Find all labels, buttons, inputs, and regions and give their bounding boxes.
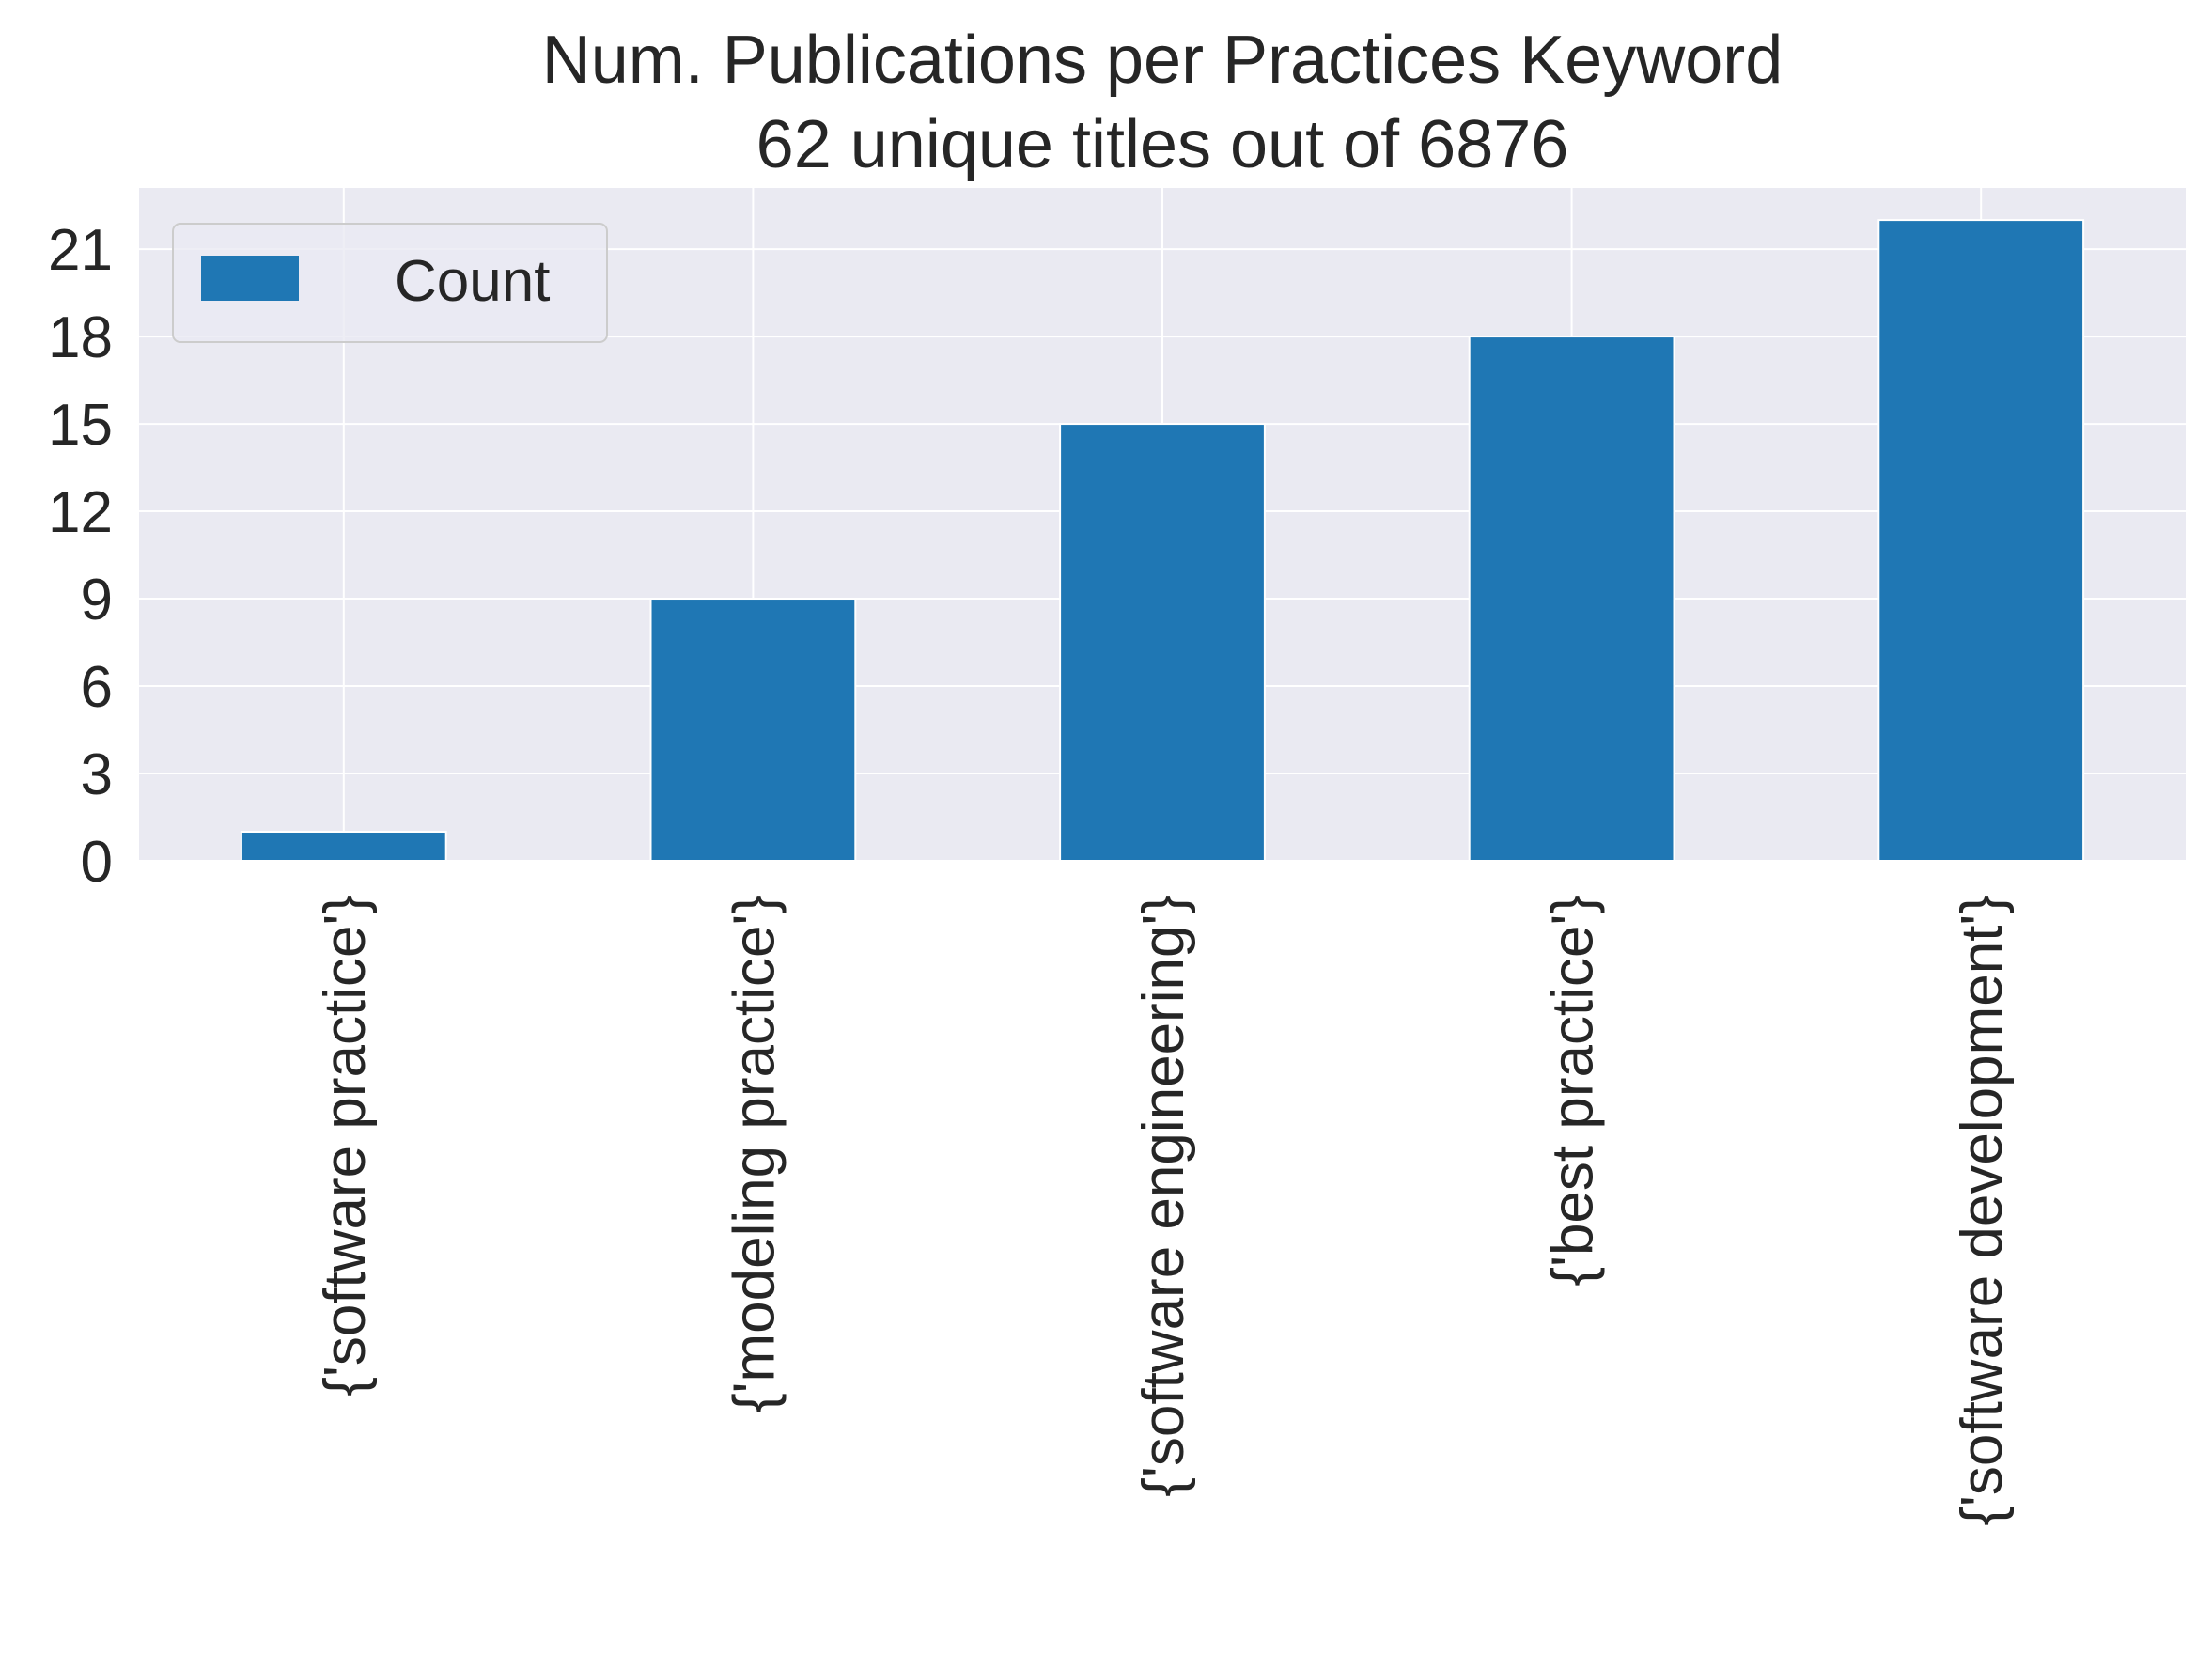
legend-box <box>172 223 608 343</box>
x-tick-label: {'software development'} <box>1950 895 2015 1526</box>
y-tick-label: 18 <box>48 305 113 370</box>
y-axis-tick-labels: 0 3 6 9 12 15 18 21 <box>48 218 113 895</box>
bar <box>649 598 857 862</box>
y-tick-label: 3 <box>81 742 113 807</box>
y-tick-label: 12 <box>48 480 113 545</box>
legend-swatch-count <box>201 256 299 301</box>
chart-title: Num. Publications per Practices Keyword … <box>542 23 1784 182</box>
chart-title-line-1: Num. Publications per Practices Keyword <box>542 23 1784 98</box>
x-tick-label: {'modeling practice'} <box>722 895 787 1412</box>
legend: Count <box>172 223 608 343</box>
legend-label-count: Count <box>395 249 550 314</box>
y-tick-label: 21 <box>48 218 113 283</box>
y-tick-label: 15 <box>48 393 113 458</box>
bar <box>1468 336 1675 862</box>
x-tick-label: {'software practice'} <box>313 895 378 1397</box>
y-tick-label: 6 <box>81 655 113 720</box>
bar <box>1877 219 2085 863</box>
bar <box>1059 423 1266 862</box>
y-tick-label: 9 <box>81 568 113 632</box>
bars <box>240 219 2085 863</box>
x-tick-label: {'best practice'} <box>1541 895 1606 1287</box>
x-axis-tick-labels: {'software practice'} {'modeling practice… <box>313 895 2015 1526</box>
x-tick-label: {'software engineering'} <box>1131 895 1196 1497</box>
y-tick-label: 0 <box>81 830 113 895</box>
chart-title-line-2: 62 unique titles out of 6876 <box>756 107 1569 182</box>
bar <box>240 831 447 863</box>
